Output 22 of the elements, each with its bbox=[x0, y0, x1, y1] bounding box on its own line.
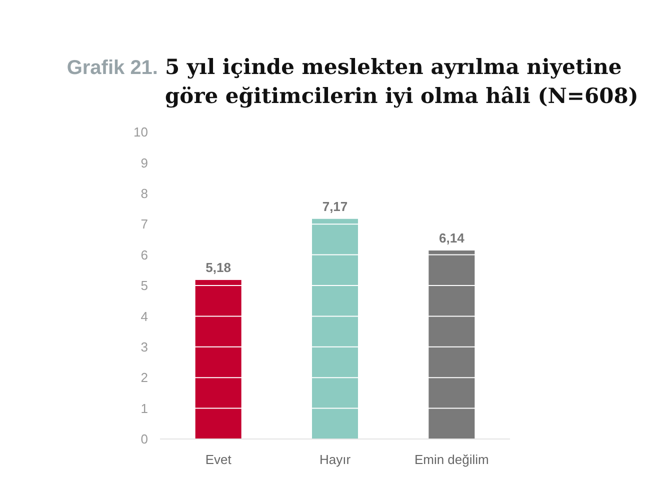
y-tick-label: 2 bbox=[140, 370, 148, 386]
y-tick-label: 0 bbox=[140, 432, 148, 447]
bar bbox=[312, 218, 358, 439]
y-tick-label: 1 bbox=[140, 400, 148, 416]
x-tick-label: Evet bbox=[205, 452, 232, 467]
y-tick-label: 7 bbox=[140, 216, 148, 232]
text: Grafik 21. bbox=[66, 57, 158, 79]
bar bbox=[195, 280, 242, 439]
x-tick-label: Emin değilim bbox=[414, 452, 489, 467]
chart-title: 5 yıl içinde meslekten ayrılma niyetine göre eğitimcilerin iyi olma hâli (N=608) bbox=[165, 54, 638, 108]
data-label: 6,14 bbox=[439, 230, 466, 246]
y-tick-label: 3 bbox=[140, 339, 148, 354]
y-tick-label: 4 bbox=[140, 308, 148, 324]
y-tick-label: 5 bbox=[140, 278, 148, 294]
data-label: 5,18 bbox=[206, 260, 231, 275]
y-tick-label: 9 bbox=[140, 155, 148, 170]
x-tick-label: Hayır bbox=[319, 452, 352, 467]
data-label: 7,17 bbox=[322, 198, 348, 214]
bar bbox=[428, 250, 475, 439]
y-tick-label: 6 bbox=[140, 247, 148, 262]
y-tick-label: 10 bbox=[134, 124, 148, 140]
y-tick-label: 8 bbox=[140, 186, 148, 201]
